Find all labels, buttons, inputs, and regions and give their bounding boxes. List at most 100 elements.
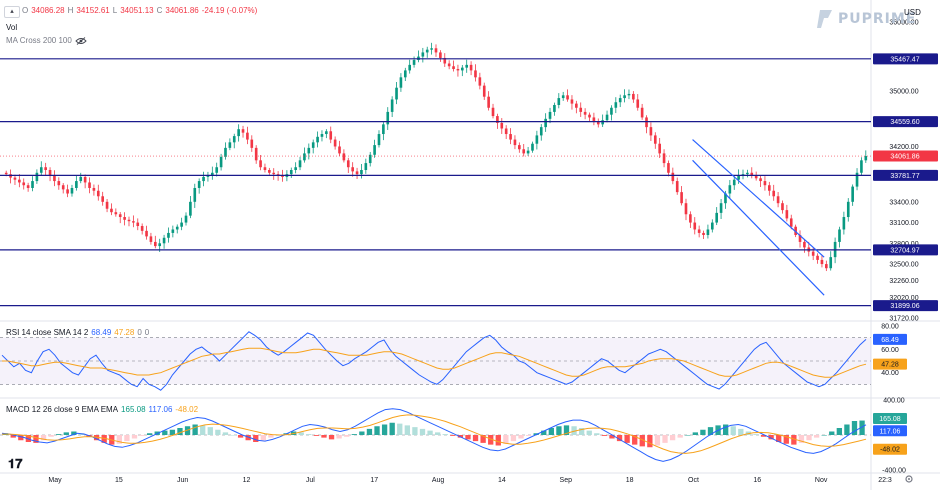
candle-body [320, 134, 324, 137]
macd-hist-bar [442, 434, 448, 435]
candle-body [649, 127, 653, 136]
macd-hist-bar [707, 427, 714, 435]
tradingview-logo[interactable]: 𝟏𝟕 [8, 456, 23, 471]
candle-body [860, 160, 863, 173]
macd-hist-bar [518, 435, 524, 439]
candle-body [478, 77, 482, 86]
macd-hist-bar [397, 423, 403, 435]
candle-body [715, 212, 719, 223]
level-tag-label: 32704.97 [890, 247, 919, 254]
level-tag-label: 31899.06 [890, 303, 919, 310]
macd-hist-value: 165.08 [121, 405, 146, 414]
macd-hist-bar [753, 434, 759, 435]
candle-body [522, 149, 526, 154]
candle-body [75, 181, 78, 188]
candle-body [781, 203, 784, 211]
macd-hist-bar [700, 429, 706, 435]
candle-body [518, 145, 521, 150]
eye-hidden-icon[interactable] [75, 36, 87, 45]
candle-body [544, 118, 547, 128]
macd-hist-bar [669, 435, 676, 441]
candle-body [26, 185, 30, 188]
currency-label[interactable]: USD [904, 8, 921, 17]
candle-body [855, 172, 859, 187]
macd-hist-bar [328, 435, 335, 440]
time-tick-label: 17 [370, 477, 378, 484]
macd-hist-bar [321, 435, 327, 438]
candle-body [114, 212, 118, 215]
candle-body [110, 208, 113, 213]
macd-hist-bar [245, 435, 251, 441]
candle-body [44, 167, 47, 170]
price-tick-label: 35000.00 [889, 89, 918, 96]
candle-body [329, 131, 333, 140]
candles [4, 42, 868, 272]
brand-logo: PUPRIME [816, 8, 916, 30]
macd-hist-bar [230, 435, 236, 436]
puprime-logo-icon [817, 10, 832, 28]
macd-hist-bar [768, 435, 774, 440]
candle-body [368, 154, 372, 164]
candle-body [434, 48, 438, 53]
channel-line [692, 139, 825, 258]
candle-body [596, 121, 600, 125]
macd-hist-bar [730, 426, 736, 435]
collapse-legend-button[interactable]: ▴ [4, 6, 20, 18]
candle-body [632, 93, 635, 100]
macd-tick-label: -400.00 [882, 468, 906, 475]
vol-legend[interactable]: Vol [6, 23, 17, 32]
candle-body [636, 99, 640, 108]
candle-body [259, 160, 262, 168]
candle-body [241, 129, 245, 133]
time-tick-label: Jun [177, 477, 188, 484]
macd-hist-bar [237, 435, 244, 438]
ma-legend[interactable]: MA Cross 200 100 [6, 36, 87, 45]
macd-hist-bar [18, 435, 24, 441]
candle-body [460, 67, 464, 71]
low-label: L [112, 6, 118, 15]
candle-body [640, 107, 644, 118]
candle-body [412, 60, 416, 65]
rsi-extra-1: 0 [137, 328, 142, 337]
candle-body [162, 237, 166, 244]
macd-hist-bar [632, 435, 638, 445]
candle-body [311, 142, 315, 148]
macd-hist-bar [147, 433, 153, 435]
level-tag [873, 53, 938, 65]
candle-body [803, 241, 806, 248]
candle-body [439, 52, 442, 58]
candle-body [680, 192, 683, 204]
candle-body [456, 69, 460, 71]
candle-body [425, 49, 429, 53]
macd-label: MACD 12 26 close 9 EMA EMA [6, 405, 119, 414]
gear-icon[interactable] [904, 474, 914, 484]
macd-hist-bar [404, 425, 410, 435]
candle-body [189, 201, 192, 216]
macd-hist-bar [783, 435, 789, 444]
macd-legend[interactable]: MACD 12 26 close 9 EMA EMA 165.08 117.06… [6, 405, 198, 414]
candle-body [754, 175, 758, 179]
candle-body [526, 150, 530, 154]
macd-hist-bar [162, 430, 168, 435]
candle-body [592, 117, 596, 122]
candle-body [662, 153, 666, 164]
macd-hist-bar [124, 435, 130, 442]
price-tick-label: 32260.00 [889, 278, 918, 285]
candle-body [123, 217, 126, 220]
candle-body [101, 196, 104, 202]
macd-hist-bar [556, 426, 562, 435]
channel-line [692, 159, 825, 296]
rsi-sma-line [2, 347, 867, 378]
candle-body [689, 214, 692, 223]
rsi-sma-tag-label: 47.28 [881, 362, 899, 369]
macd-hist-bar [601, 435, 608, 436]
candle-body [281, 175, 284, 177]
candle-body [785, 210, 789, 219]
candle-body [197, 181, 201, 188]
rsi-legend[interactable]: RSI 14 close SMA 14 2 68.49 47.28 0 0 [6, 328, 149, 337]
ma-label: MA Cross 200 100 [6, 36, 72, 45]
candle-body [215, 167, 219, 173]
candle-body [798, 235, 802, 242]
candle-body [605, 114, 609, 121]
